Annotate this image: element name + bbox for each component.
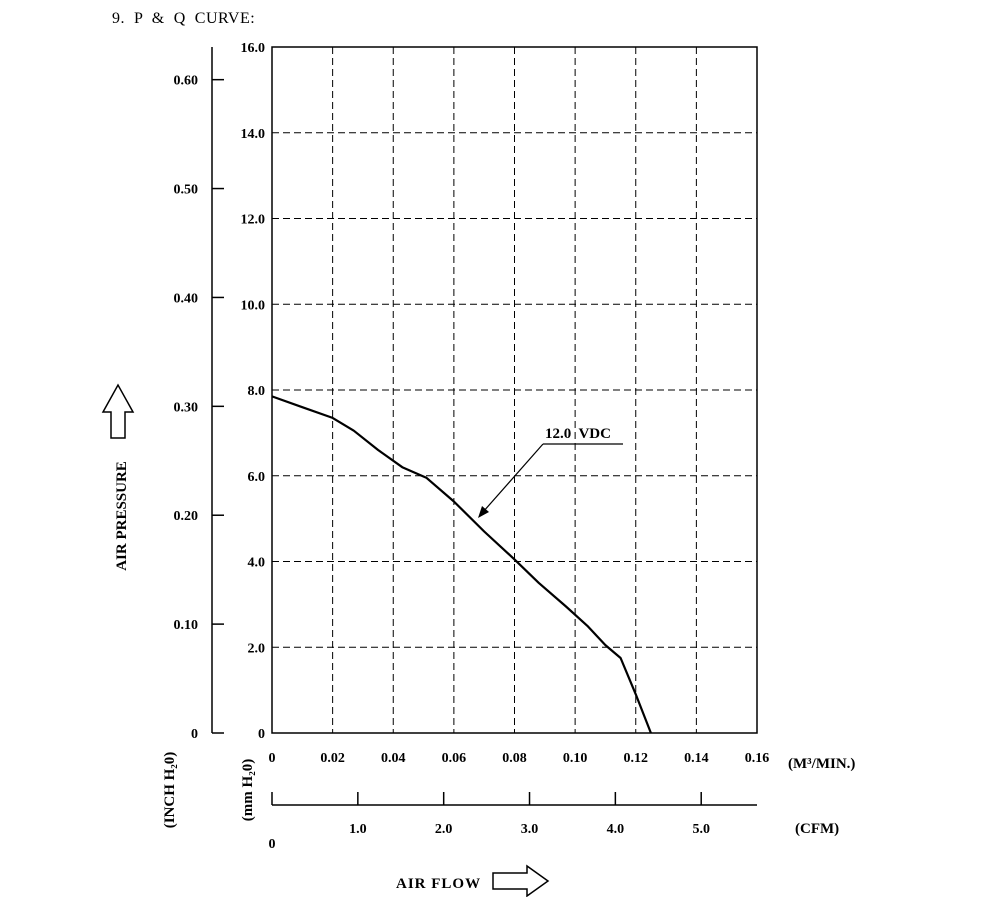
y-axis-title: AIR PRESSURE	[114, 461, 130, 571]
y-secondary-tick-label: 0.20	[174, 509, 199, 524]
x-tick-label: 0.02	[320, 751, 345, 766]
x-tick-label: 0.06	[442, 751, 467, 766]
callout-leader	[482, 443, 544, 513]
x-secondary-tick-label: 2.0	[435, 822, 453, 837]
axes	[211, 46, 758, 806]
arrow-right-icon	[492, 864, 550, 897]
y-tick-label: 6.0	[248, 470, 266, 485]
x-tick-label: 0.16	[745, 751, 770, 766]
x-secondary-tick-label: 4.0	[607, 822, 625, 837]
y-tick-label: 2.0	[248, 641, 266, 656]
series-callout	[478, 443, 623, 518]
plot-frame	[271, 46, 758, 734]
arrow-up-icon	[101, 383, 135, 439]
x-secondary-tick-label: 1.0	[349, 822, 367, 837]
callout-arrowhead	[478, 506, 489, 518]
y-tick-label: 16.0	[241, 41, 266, 56]
x-tick-label: 0.08	[502, 751, 527, 766]
x-tick-label: 0.14	[684, 751, 709, 766]
figure-heading: 9. P & Q CURVE:	[112, 10, 256, 27]
x-tick-label: 0.04	[381, 751, 406, 766]
x-secondary-tick-label: 3.0	[521, 822, 539, 837]
y-secondary-tick-label: 0	[191, 727, 198, 742]
y-tick-label: 0	[258, 727, 265, 742]
y-tick-label: 14.0	[241, 127, 266, 142]
y-secondary-unit-label: (INCH H₂0)	[162, 752, 178, 829]
x-secondary-zero-label: 0	[269, 837, 276, 852]
y-primary-unit-label: (mm H₂0)	[240, 759, 256, 821]
y-secondary-tick-label: 0.60	[174, 74, 199, 89]
grid-lines	[272, 47, 757, 733]
y-tick-label: 8.0	[248, 384, 266, 399]
y-secondary-tick-label: 0.50	[174, 183, 199, 198]
series-label: 12.0 VDC	[545, 426, 611, 442]
x-secondary-tick-label: 5.0	[692, 822, 710, 837]
x-tick-label: 0	[269, 751, 276, 766]
axis-labels: (INCH H₂0) (mm H₂0) AIR PRESSURE (M³/MIN…	[114, 426, 855, 892]
series-line-12vdc	[271, 395, 652, 734]
series-lines	[271, 395, 652, 734]
tick-labels: 0 0.02 0.04 0.06 0.08 0.10 0.12 0.14 0.16 0 2.0 4.0…	[174, 41, 770, 837]
y-tick-label: 4.0	[248, 556, 266, 571]
y-tick-label: 12.0	[241, 213, 266, 228]
y-tick-label: 10.0	[241, 298, 266, 313]
x-secondary-unit-label: (CFM)	[795, 821, 839, 837]
x-axis-title: AIR FLOW	[396, 876, 481, 892]
x-tick-label: 0.10	[563, 751, 588, 766]
y-secondary-tick-label: 0.40	[174, 291, 199, 306]
x-tick-label: 0.12	[624, 751, 649, 766]
y-secondary-tick-label: 0.10	[174, 618, 199, 633]
y-secondary-tick-label: 0.30	[174, 400, 199, 415]
x-primary-unit-label: (M³/MIN.)	[788, 756, 855, 772]
